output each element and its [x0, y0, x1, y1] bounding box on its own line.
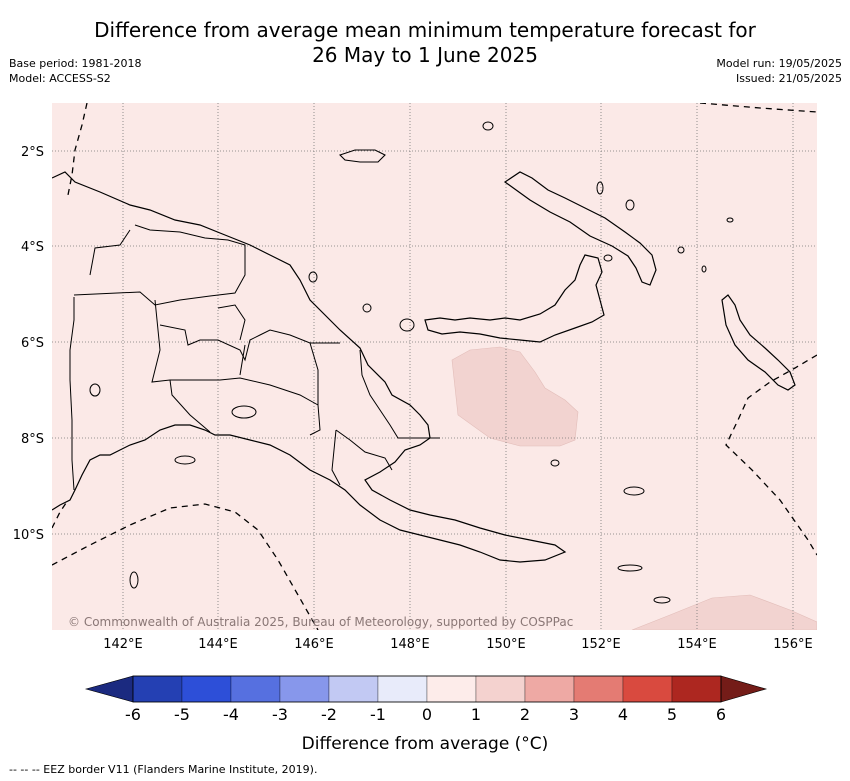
latitude-label: 6°S: [21, 336, 44, 351]
model-name: Model: ACCESS-S2: [9, 72, 111, 85]
issued-date: Issued: 21/05/2025: [735, 72, 842, 85]
longitude-label: 144°E: [198, 637, 238, 652]
longitude-label: 150°E: [486, 637, 526, 652]
colorbar-tick-label: 0: [422, 705, 432, 724]
longitude-labels: 142°E 144°E 146°E 148°E 150°E 152°E 154°E 156°E: [103, 637, 813, 652]
map-background: [52, 103, 817, 630]
longitude-label: 146°E: [294, 637, 334, 652]
eez-legend: -- -- -- EEZ border V11 (Flanders Marine…: [9, 763, 318, 776]
title-line-2: 26 May to 1 June 2025: [312, 43, 538, 67]
title-line-1: Difference from average mean minimum tem…: [94, 18, 756, 42]
colorbar-segment: [181, 675, 232, 703]
colorbar-segment: [230, 675, 281, 703]
model-info: Base period: 1981-2018 Model: ACCESS-S2: [9, 56, 141, 86]
colorbar-tick-label: -1: [370, 705, 386, 724]
longitude-label: 152°E: [581, 637, 621, 652]
colorbar-title: Difference from average (°C): [302, 734, 549, 754]
copyright-text: © Commonwealth of Australia 2025, Bureau…: [68, 615, 573, 629]
eez-borders: [52, 103, 817, 630]
latitude-label: 4°S: [21, 240, 44, 255]
province-borders: [73, 224, 440, 486]
run-info: Model run: 19/05/2025 Issued: 21/05/2025: [716, 56, 842, 86]
colorbar-tick-label: -2: [321, 705, 337, 724]
latitude-label: 8°S: [21, 432, 44, 447]
international-border: [69, 297, 75, 491]
new-britain-coastline: [424, 254, 605, 343]
colorbar-tick-label: -6: [125, 705, 141, 724]
colorbar-outline: [132, 675, 722, 703]
colorbar-extend-min: [84, 675, 134, 703]
colorbar-segment: [671, 675, 722, 703]
longitude-label: 154°E: [677, 637, 717, 652]
longitude-label: 142°E: [103, 637, 143, 652]
new-guinea-coastline: [52, 171, 567, 563]
colorbar-segment: [475, 675, 526, 703]
colorbar-tick-label: 6: [716, 705, 726, 724]
graticule: [52, 103, 817, 630]
colorbar-tick-label: -4: [223, 705, 239, 724]
latitude-labels: 2°S 4°S 6°S 8°S 10°S: [13, 145, 44, 543]
latitude-label: 10°S: [13, 528, 44, 543]
colorbar-segment: [377, 675, 428, 703]
base-period: Base period: 1981-2018: [9, 57, 142, 70]
small-islands: [89, 121, 734, 604]
anomaly-patch-coral-sea: [631, 594, 817, 630]
colorbar-segment: [573, 675, 624, 703]
model-run-date: Model run: 19/05/2025: [716, 57, 842, 70]
chart-title: Difference from average mean minimum tem…: [0, 18, 850, 68]
colorbar-segment: [279, 675, 330, 703]
colorbar-segment: [328, 675, 379, 703]
colorbar-tick-label: 3: [569, 705, 579, 724]
longitude-label: 156°E: [773, 637, 813, 652]
map-content: [52, 103, 817, 630]
colorbar-tick-label: -3: [272, 705, 288, 724]
latitude-label: 2°S: [21, 145, 44, 160]
colorbar-segment: [622, 675, 673, 703]
colorbar-tick-label: 2: [520, 705, 530, 724]
colorbar-tick-label: -5: [174, 705, 190, 724]
colorbar-tick-label: 5: [667, 705, 677, 724]
colorbar-segment: [524, 675, 575, 703]
colorbar-tick-label: 1: [471, 705, 481, 724]
colorbar-segment: [426, 675, 477, 703]
colorbar-tick-label: 4: [618, 705, 628, 724]
colorbar-extend-max: [720, 675, 768, 703]
new-ireland-coastline: [503, 171, 657, 286]
bougainville-coastline: [721, 294, 796, 391]
colorbar: -6 -5 -4 -3 -2 -1 0 1 2 3 4 5 6: [84, 675, 768, 724]
anomaly-patch-solomon-sea: [451, 346, 579, 447]
manus-island: [338, 149, 386, 163]
longitude-label: 148°E: [390, 637, 430, 652]
colorbar-segment: [132, 675, 183, 703]
